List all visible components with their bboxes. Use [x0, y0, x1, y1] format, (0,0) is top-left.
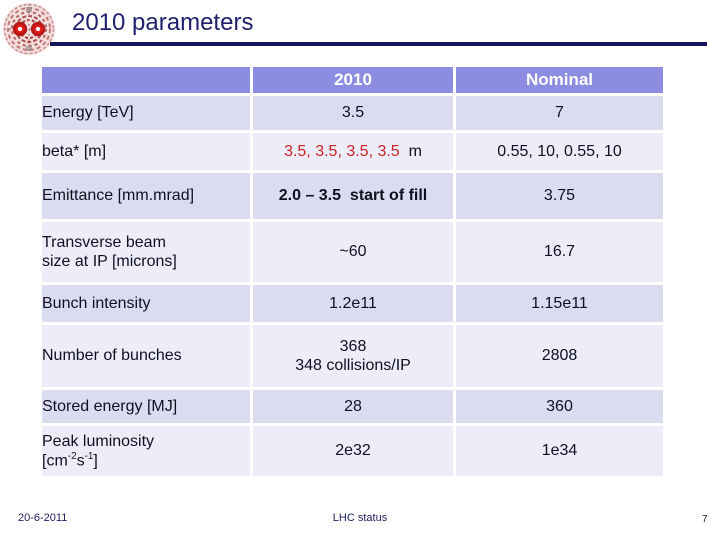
- beta-red-values: 3.5, 3.5, 3.5, 3.5: [284, 142, 400, 160]
- row-label: Emittance [mm.mrad]: [42, 173, 250, 219]
- header-empty-cell: [42, 67, 250, 93]
- row-label: beta* [m]: [42, 133, 250, 170]
- table-row-stored-energy: Stored energy [MJ] 28 360: [42, 390, 663, 423]
- slide-title: 2010 parameters: [72, 9, 254, 36]
- table-row-beam-size: Transverse beam size at IP [microns] ~60 …: [42, 222, 663, 282]
- table-row-peak-luminosity: Peak luminosity [cm-2s-1] 2e32 1e34: [42, 426, 663, 476]
- row-label: Stored energy [MJ]: [42, 390, 250, 423]
- label-unit: [cm: [42, 452, 68, 470]
- table-row-number-of-bunches: Number of bunches 368 348 collisions/IP 2…: [42, 325, 663, 387]
- cell-nominal: 360: [456, 390, 663, 423]
- bunches-line1: 368: [339, 337, 367, 355]
- row-label: Transverse beam size at IP [microns]: [42, 222, 250, 282]
- footer-date: 20-6-2011: [18, 512, 68, 524]
- beta-unit: m: [399, 142, 422, 160]
- cell-2010: 28: [253, 390, 453, 423]
- footer-page-number: 7: [702, 514, 708, 525]
- bunches-line2: 348 collisions/IP: [295, 357, 411, 374]
- label-line1: Transverse beam: [42, 233, 166, 251]
- table-row-bunch-intensity: Bunch intensity 1.2e11 1.15e11: [42, 285, 663, 322]
- label-unit: ]: [93, 452, 98, 470]
- cell-nominal: 1.15e11: [456, 285, 663, 322]
- footer-status: LHC status: [332, 512, 388, 524]
- header-2010: 2010: [253, 67, 453, 93]
- lhc-rings-logo-icon: [3, 3, 55, 55]
- table-row-beta: beta* [m] 3.5, 3.5, 3.5, 3.5 m 0.55, 10,…: [42, 133, 663, 170]
- cell-2010: ~60: [253, 222, 453, 282]
- cell-nominal: 2808: [456, 325, 663, 387]
- header-row: 2010 Nominal: [42, 67, 663, 93]
- cell-nominal: 16.7: [456, 222, 663, 282]
- parameters-table: 2010 Nominal Energy [TeV] 3.5 7 beta* [m…: [39, 64, 666, 479]
- label-line1: Peak luminosity: [42, 432, 155, 450]
- title-underline: [50, 42, 707, 46]
- label-unit-sup: -2: [67, 450, 77, 462]
- row-label: Number of bunches: [42, 325, 250, 387]
- cell-2010: 2.0 – 3.5 start of fill: [253, 173, 453, 219]
- cell-2010: 1.2e11: [253, 285, 453, 322]
- cell-2010: 2e32: [253, 426, 453, 476]
- cell-2010: 368 348 collisions/IP: [253, 325, 453, 387]
- label-line2: size at IP [microns]: [42, 253, 177, 270]
- row-label: Bunch intensity: [42, 285, 250, 322]
- label-unit-sup: -1: [84, 450, 94, 462]
- header-nominal: Nominal: [456, 67, 663, 93]
- cell-nominal: 7: [456, 96, 663, 130]
- table-row-energy: Energy [TeV] 3.5 7: [42, 96, 663, 130]
- cell-nominal: 0.55, 10, 0.55, 10: [456, 133, 663, 170]
- cell-nominal: 1e34: [456, 426, 663, 476]
- cell-2010: 3.5: [253, 96, 453, 130]
- label-unit: s: [76, 452, 85, 470]
- cell-nominal: 3.75: [456, 173, 663, 219]
- row-label: Peak luminosity [cm-2s-1]: [42, 426, 250, 476]
- cell-2010: 3.5, 3.5, 3.5, 3.5 m: [253, 133, 453, 170]
- row-label: Energy [TeV]: [42, 96, 250, 130]
- table-row-emittance: Emittance [mm.mrad] 2.0 – 3.5 start of f…: [42, 173, 663, 219]
